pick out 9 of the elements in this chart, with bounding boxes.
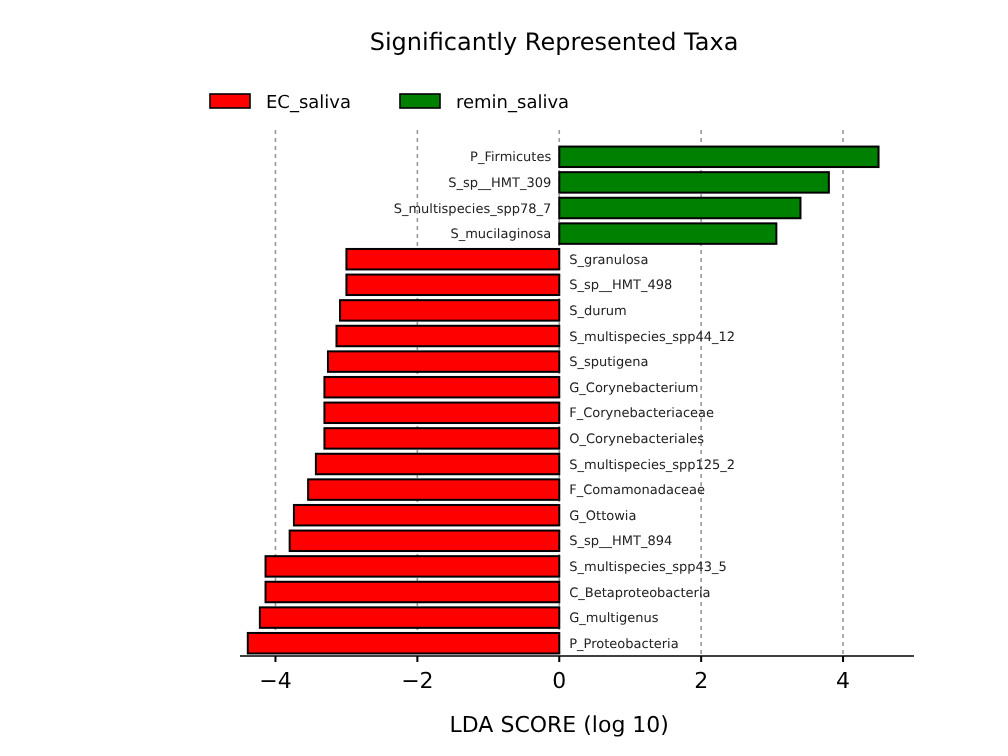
x-tick-label: 4	[836, 668, 851, 694]
x-axis-title: LDA SCORE (log 10)	[449, 712, 669, 738]
chart-title: Significantly Represented Taxa	[369, 28, 739, 56]
x-tick-label: −2	[401, 668, 434, 694]
legend-label: EC_saliva	[266, 94, 352, 115]
x-tick-label: 2	[694, 668, 709, 694]
legend-label: remin_saliva	[456, 94, 570, 115]
x-tick-label: 0	[552, 668, 567, 694]
x-tick-label: −4	[259, 668, 292, 694]
